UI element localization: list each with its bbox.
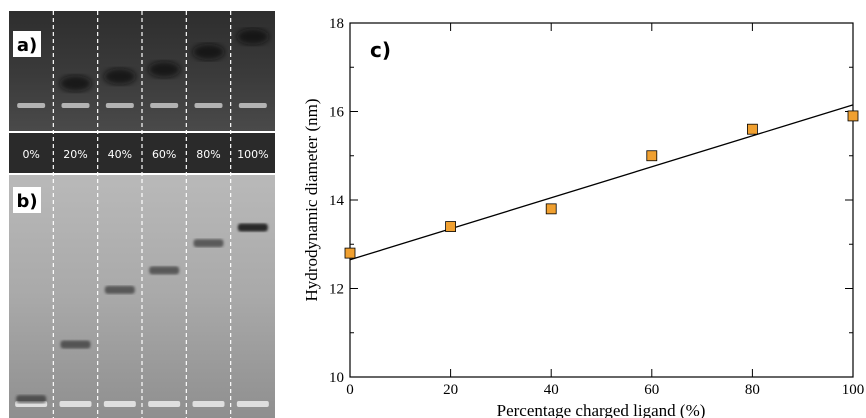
gel-well [17, 103, 46, 108]
gel-band [236, 28, 269, 45]
panel-b-label-box [13, 187, 41, 213]
x-tick-label: 80 [745, 382, 760, 398]
gel-band [193, 239, 224, 248]
gel-band [59, 75, 92, 92]
plot-frame [349, 22, 854, 378]
gel-well [61, 103, 90, 108]
x-axis-label: Percentage charged ligand (%) [497, 401, 706, 418]
y-tick-label: 14 [329, 193, 345, 209]
data-point [746, 123, 758, 135]
y-tick-label: 12 [329, 282, 344, 298]
gel-image-b [9, 175, 275, 418]
gel-well [194, 103, 223, 108]
gel-band [103, 68, 136, 85]
y-tick-label: 10 [329, 370, 344, 386]
gel-band [104, 285, 135, 294]
y-tick-label: 16 [329, 105, 345, 121]
data-point [847, 110, 859, 122]
gel-well [236, 401, 269, 407]
panel-c-label: c) [370, 38, 391, 62]
y-tick-label: 18 [329, 16, 344, 32]
gel-well [59, 401, 92, 407]
gel-well [105, 103, 134, 108]
lane-label: 40% [108, 148, 132, 161]
x-tick-label: 60 [644, 382, 659, 398]
gel-well [150, 103, 179, 108]
gel-well [192, 401, 225, 407]
gel-well [148, 401, 181, 407]
y-axis-label: Hydrodynamic diameter (nm) [302, 99, 321, 302]
gel-band [16, 395, 47, 404]
x-tick-label: 40 [544, 382, 559, 398]
gel-band [60, 340, 91, 349]
lane-label: 60% [152, 148, 176, 161]
fit-line [349, 104, 854, 261]
gel-band [237, 223, 268, 232]
lane-label: 80% [196, 148, 220, 161]
gel-electrophoresis-panel: 0% 20% 40% 60% 80% 100% a) b) [9, 11, 275, 418]
gel-well [238, 103, 267, 108]
x-tick-label: 0 [346, 382, 354, 398]
gel-band [192, 44, 225, 60]
gel-well [103, 401, 136, 407]
data-point [545, 203, 557, 215]
data-point [646, 150, 658, 162]
panel-a-label-box [13, 31, 41, 57]
x-tick-label: 100 [842, 382, 865, 398]
gel-band [148, 61, 181, 78]
lane-label: 100% [237, 148, 268, 161]
x-tick-label: 20 [443, 382, 458, 398]
gel-band [149, 266, 180, 275]
lane-label: 20% [63, 148, 87, 161]
scatter-chart: 0 20 40 60 80 100 10 12 14 16 18 c) Percentage ch… [302, 16, 865, 418]
panel-a-label: a) [17, 35, 37, 56]
data-point [445, 221, 457, 232]
panel-b-label: b) [16, 191, 37, 212]
data-point [344, 247, 356, 259]
lane-label: 0% [22, 148, 39, 161]
